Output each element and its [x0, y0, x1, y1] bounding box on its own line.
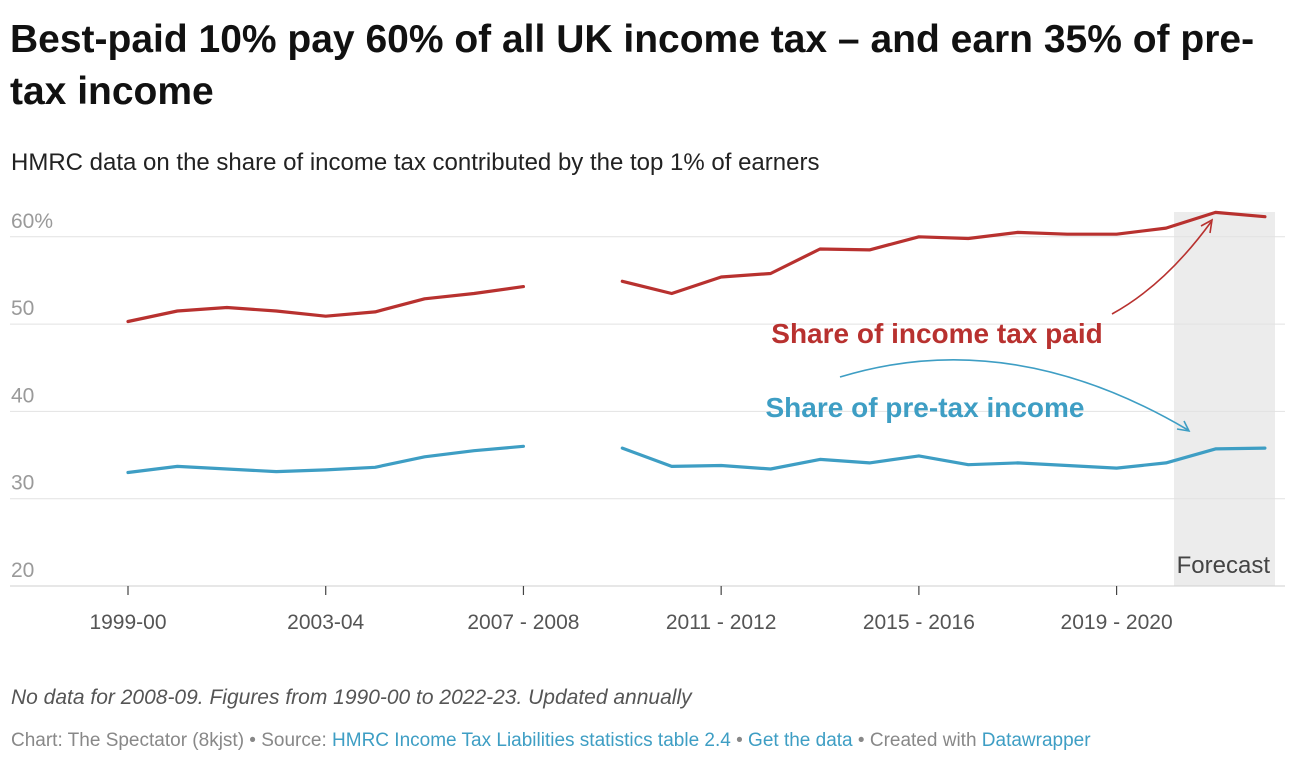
series-line-income-tax-paid	[620, 210, 1267, 296]
x-tick-label: 2019 - 2020	[1061, 611, 1173, 634]
x-tick-label: 2003-04	[287, 611, 364, 634]
chart-footer: Chart: The Spectator (8kjst) • Source: H…	[11, 730, 1091, 752]
x-tick-label: 2011 - 2012	[666, 611, 777, 634]
chart-subtitle: HMRC data on the share of income tax con…	[11, 149, 820, 176]
x-tick-label: 2015 - 2016	[863, 611, 975, 634]
line-chart: 20 30 40 50 60% 1999-00 2003-04 2007 - 2008 201…	[10, 210, 1285, 634]
footer-separator: •	[244, 730, 262, 751]
tax-annotation-label: Share of income tax paid	[771, 318, 1102, 349]
series-line-pre-tax-income	[620, 446, 1267, 471]
datawrapper-link[interactable]: Datawrapper	[981, 730, 1091, 751]
forecast-label: Forecast	[1177, 552, 1271, 579]
chart-credit: Chart: The Spectator (8kjst)	[11, 730, 245, 751]
series-line-pre-tax-income	[126, 444, 525, 475]
y-tick-label: 60%	[11, 210, 53, 233]
forecast-region	[1174, 212, 1275, 586]
tax-annotation-arrow	[1111, 221, 1212, 315]
chart-note: No data for 2008-09. Figures from 1990-0…	[11, 686, 692, 709]
footer-separator: •	[730, 730, 749, 751]
get-the-data-link[interactable]: Get the data	[748, 730, 853, 751]
created-with-label: Created with	[869, 730, 982, 751]
y-tick-label: 40	[11, 384, 34, 407]
footer-separator: •	[852, 730, 870, 751]
series-line-income-tax-paid	[126, 285, 525, 324]
income-annotation-label: Share of pre-tax income	[766, 392, 1085, 423]
chart-title: Best-paid 10% pay 60% of all UK income t…	[10, 18, 1255, 113]
tax-annotation-arrowhead	[1200, 218, 1214, 234]
x-tick-label: 2007 - 2008	[467, 611, 579, 634]
y-tick-label: 30	[11, 472, 34, 495]
income-annotation-arrow	[839, 359, 1189, 431]
y-tick-label: 20	[11, 559, 34, 582]
x-tick-label: 1999-00	[89, 611, 166, 634]
income-annotation-arrowhead	[1176, 420, 1191, 433]
source-label: Source:	[261, 730, 333, 751]
source-link[interactable]: HMRC Income Tax Liabilities statistics t…	[332, 730, 731, 751]
y-tick-label: 50	[11, 297, 34, 320]
